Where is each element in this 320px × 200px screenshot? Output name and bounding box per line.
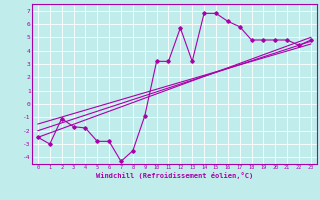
X-axis label: Windchill (Refroidissement éolien,°C): Windchill (Refroidissement éolien,°C) <box>96 172 253 179</box>
